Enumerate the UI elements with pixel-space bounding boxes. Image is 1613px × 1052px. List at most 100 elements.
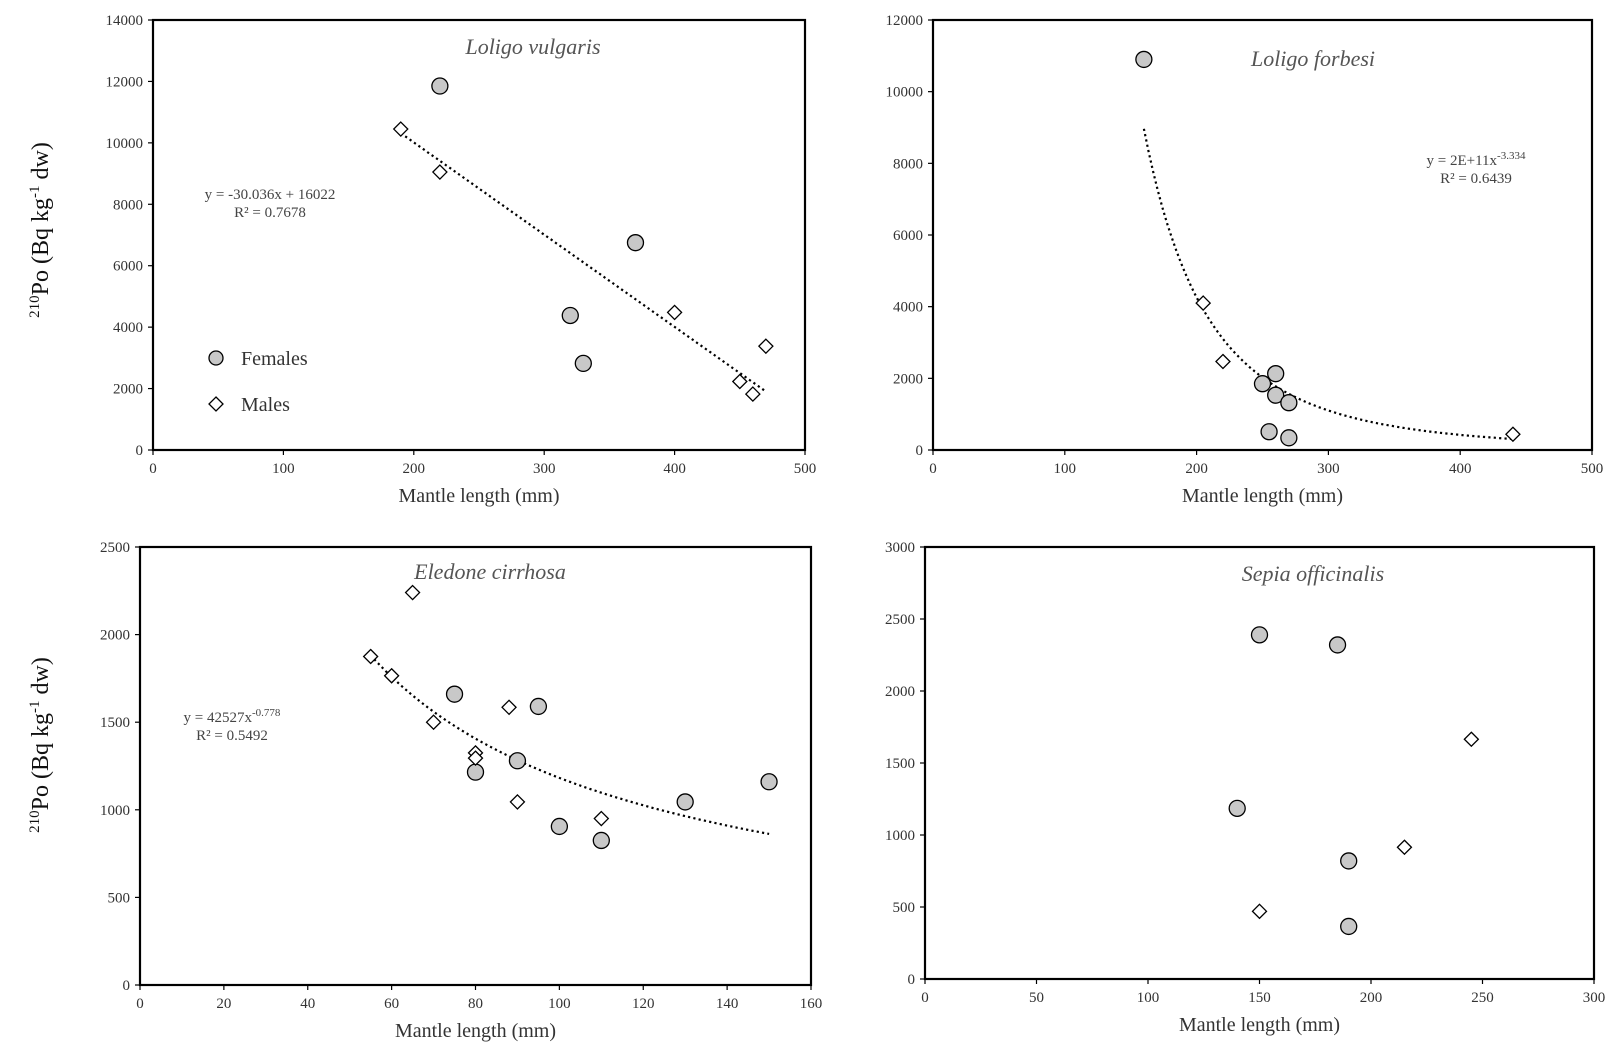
y-tick-label: 2000 xyxy=(100,628,130,644)
male-data-point xyxy=(362,648,379,665)
female-data-point xyxy=(550,817,569,836)
x-tick-label: 100 xyxy=(272,461,295,477)
female-data-point xyxy=(508,752,527,770)
male-data-point xyxy=(757,338,774,355)
panel-loligo-forbesi: 0 2000 4000 6000 8000 10000 12000 0 100 200 300 400… xyxy=(886,13,1604,507)
female-data-point xyxy=(1280,394,1298,412)
y-tick-label: 0 xyxy=(123,978,131,994)
panel-title: Sepia officinalis xyxy=(1242,561,1384,586)
y-tick-label: 12000 xyxy=(886,13,924,29)
y-tick-label: 3000 xyxy=(885,540,915,556)
female-data-point xyxy=(1328,636,1347,654)
x-tick-label: 60 xyxy=(384,996,399,1012)
x-tick-label: 80 xyxy=(468,996,483,1012)
female-data-point xyxy=(574,354,592,373)
y-tick-label: 10000 xyxy=(106,136,144,152)
female-data-point xyxy=(592,831,610,850)
trend-r-squared: R² = 0.6439 xyxy=(1440,171,1512,187)
trend-r-squared: R² = 0.5492 xyxy=(196,728,268,744)
trendline xyxy=(1142,128,1513,441)
y-tick-label: 0 xyxy=(908,972,916,988)
x-tick-label: 100 xyxy=(1054,461,1077,477)
x-tick-label: 300 xyxy=(1317,461,1340,477)
x-tick-label: 0 xyxy=(149,461,157,477)
legend-male-label: Males xyxy=(241,394,290,416)
female-data-point xyxy=(676,793,694,811)
y-tick-label: 14000 xyxy=(106,13,144,29)
trendline xyxy=(400,132,767,393)
y-label-base: Po (Bq kg xyxy=(28,198,54,295)
y-tick-label: 500 xyxy=(108,890,131,906)
female-data-point xyxy=(626,234,645,252)
y-tick-label: 1000 xyxy=(100,803,130,819)
trend-r-squared: R² = 0.7678 xyxy=(234,205,306,221)
legend-male-marker xyxy=(208,396,224,412)
x-tick-label: 250 xyxy=(1471,990,1494,1006)
trend-equation-main: y = 42527x xyxy=(184,710,253,726)
x-axis-label: Mantle length (mm) xyxy=(1179,1014,1340,1036)
x-tick-label: 0 xyxy=(929,461,937,477)
x-tick-label: 50 xyxy=(1029,990,1044,1006)
x-tick-label: 40 xyxy=(300,996,315,1012)
y-tick-label: 500 xyxy=(893,900,916,916)
female-data-point xyxy=(1228,799,1246,818)
x-tick-label: 0 xyxy=(136,996,144,1012)
y-label-superscript-minus1: -1 xyxy=(27,185,43,198)
female-data-point xyxy=(1267,386,1285,404)
x-tick-label: 150 xyxy=(1248,990,1271,1006)
y-tick-label: 2500 xyxy=(100,540,130,556)
trend-equation-main: y = 2E+11x xyxy=(1427,153,1498,169)
x-tick-label: 500 xyxy=(794,461,817,477)
trend-equation-main: y = -30.036x + 16022 xyxy=(205,187,336,203)
y-tick-label: 6000 xyxy=(893,228,923,244)
male-data-point xyxy=(425,714,442,731)
female-data-point xyxy=(466,763,485,781)
y-label-tail: dw) xyxy=(28,142,54,185)
x-tick-label: 140 xyxy=(716,996,739,1012)
y-label-superscript-minus1: -1 xyxy=(27,700,43,713)
y-tick-label: 2500 xyxy=(885,612,915,628)
trendline xyxy=(369,654,770,835)
x-tick-label: 300 xyxy=(1583,990,1606,1006)
male-data-point xyxy=(404,584,421,601)
male-data-point xyxy=(431,164,448,180)
male-data-point xyxy=(593,810,610,827)
x-tick-label: 200 xyxy=(1185,461,1208,477)
x-tick-label: 400 xyxy=(663,461,686,477)
trend-equation: y = 42527x-0.778 xyxy=(184,707,281,726)
y-tick-label: 8000 xyxy=(113,197,143,213)
female-data-point xyxy=(1340,852,1358,870)
y-tick-label: 1500 xyxy=(100,715,130,731)
x-axis-label: Mantle length (mm) xyxy=(395,1020,556,1042)
x-tick-label: 200 xyxy=(1360,990,1383,1006)
female-data-point xyxy=(561,306,579,325)
panel-title: Loligo forbesi xyxy=(1250,46,1375,71)
x-tick-label: 200 xyxy=(403,461,426,477)
y-tick-label: 4000 xyxy=(113,320,143,336)
legend: Females Males xyxy=(208,348,308,416)
panel-title: Loligo vulgaris xyxy=(464,34,600,59)
panel-loligo-vulgaris: 0 2000 4000 6000 8000 10000 12000 14000 0 100 200 3… xyxy=(106,13,817,507)
panel-sepia-officinalis: 0 500 1000 1500 2000 2500 3000 0 50 100 150 200 250 3… xyxy=(885,540,1605,1036)
male-data-point xyxy=(1251,903,1268,920)
y-tick-label: 1500 xyxy=(885,756,915,772)
male-data-point xyxy=(1195,295,1212,312)
trend-equation-exponent: -0.778 xyxy=(252,707,281,719)
male-data-point xyxy=(744,386,761,403)
y-label-tail: dw) xyxy=(28,657,54,700)
panel-eledone-cirrhosa: 0 500 1000 1500 2000 2500 0 20 40 60 80 100 120 140 16… xyxy=(100,540,822,1042)
female-data-point xyxy=(760,773,778,791)
female-data-point xyxy=(1340,917,1358,936)
y-tick-label: 10000 xyxy=(886,85,924,101)
plot-frame xyxy=(151,18,807,452)
male-data-point xyxy=(731,373,748,390)
y-label-superscript-210: 210 xyxy=(27,810,43,833)
male-data-point xyxy=(383,667,400,684)
x-tick-label: 400 xyxy=(1449,461,1472,477)
y-axis-label-top: 210Po (Bq kg-1 dw) xyxy=(27,142,54,318)
x-tick-label: 100 xyxy=(548,996,571,1012)
y-tick-label: 4000 xyxy=(893,300,923,316)
x-axis-label: Mantle length (mm) xyxy=(398,485,559,507)
y-axis-label-bottom: 210Po (Bq kg-1 dw) xyxy=(27,657,54,833)
